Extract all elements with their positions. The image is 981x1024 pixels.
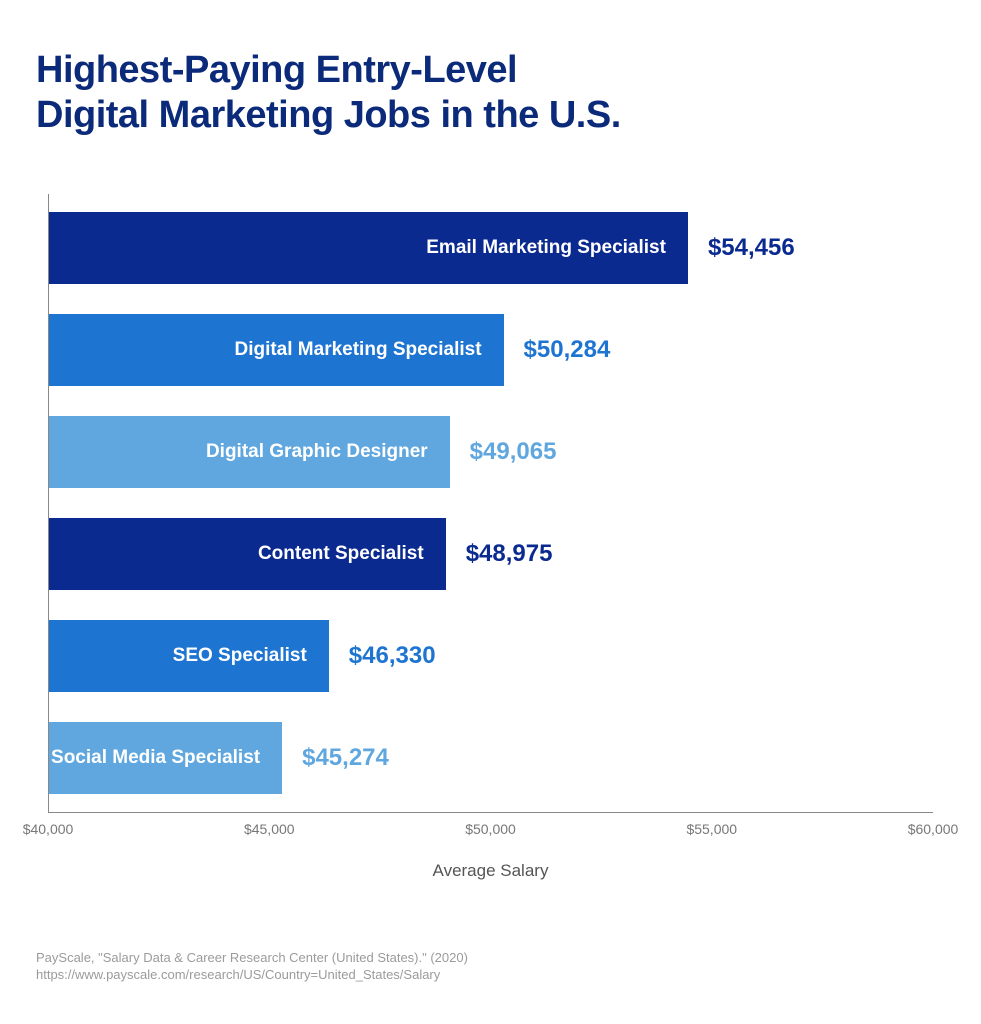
bar-label: Content Specialist [258,543,424,565]
bar-value: $46,330 [329,620,436,692]
bar: Email Marketing Specialist [49,212,688,284]
x-tick: $40,000 [23,821,74,837]
bar-label: Email Marketing Specialist [426,237,666,259]
bar-label: Digital Marketing Specialist [234,339,481,361]
bar-chart: Email Marketing Specialist $54,456 Digital… [48,194,933,881]
bar-row: Digital Marketing Specialist $50,284 [49,314,933,386]
bar-value: $49,065 [450,416,557,488]
bar-row: Social Media Specialist $45,274 [49,722,933,794]
x-tick: $60,000 [908,821,959,837]
bar: Digital Graphic Designer [49,416,450,488]
x-tick: $55,000 [686,821,737,837]
bar-value: $54,456 [688,212,795,284]
bar-value: $48,975 [446,518,553,590]
source-line-1: PayScale, "Salary Data & Career Research… [36,949,945,967]
bar-value: $45,274 [282,722,389,794]
bar: Social Media Specialist [49,722,282,794]
bar: Digital Marketing Specialist [49,314,504,386]
source-citation: PayScale, "Salary Data & Career Research… [36,949,945,984]
bar-label: SEO Specialist [173,645,307,667]
chart-container: Highest-Paying Entry-Level Digital Marke… [0,0,981,1020]
x-tick: $45,000 [244,821,295,837]
bar-row: Content Specialist $48,975 [49,518,933,590]
bar-value: $50,284 [504,314,611,386]
title-line-1: Highest-Paying Entry-Level [36,49,517,91]
title-line-2: Digital Marketing Jobs in the U.S. [36,94,621,136]
bar: SEO Specialist [49,620,329,692]
bar-row: Email Marketing Specialist $54,456 [49,212,933,284]
plot-area: Email Marketing Specialist $54,456 Digital… [48,194,933,813]
x-axis-label: Average Salary [48,861,933,881]
x-axis-ticks: $40,000$45,000$50,000$55,000$60,000 [48,813,933,841]
source-line-2: https://www.payscale.com/research/US/Cou… [36,966,945,984]
x-tick: $50,000 [465,821,516,837]
chart-title: Highest-Paying Entry-Level Digital Marke… [36,48,945,138]
bar-row: Digital Graphic Designer $49,065 [49,416,933,488]
bar-row: SEO Specialist $46,330 [49,620,933,692]
bar-label: Social Media Specialist [51,747,260,769]
bar: Content Specialist [49,518,446,590]
bar-label: Digital Graphic Designer [206,441,428,463]
